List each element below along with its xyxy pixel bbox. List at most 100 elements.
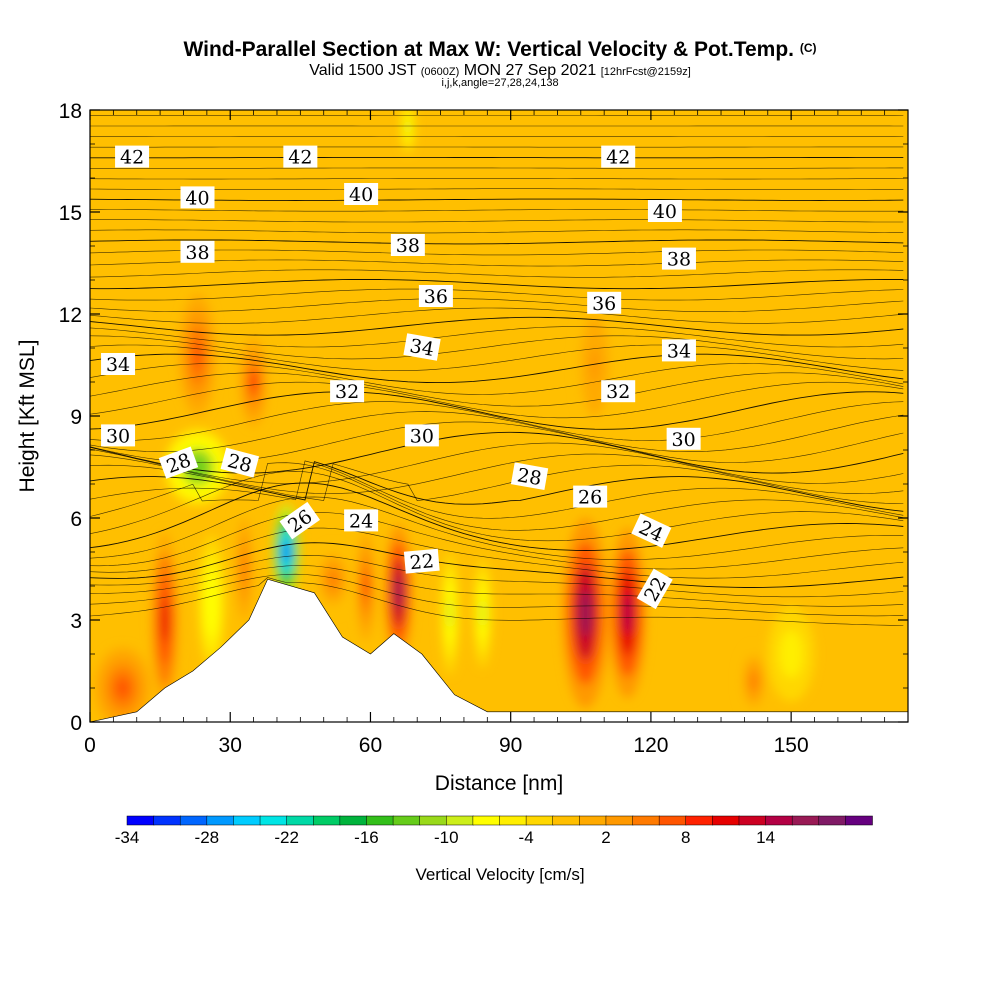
isentrope-label: 32	[330, 380, 365, 403]
isentrope-line	[90, 178, 904, 180]
colorbar-swatch	[313, 815, 341, 826]
isentrope-label: 36	[587, 291, 622, 315]
y-tick-label: 0	[70, 712, 82, 735]
colorbar-tick-label: -22	[274, 828, 299, 847]
svg-text:40: 40	[653, 201, 677, 223]
velocity-cell	[250, 370, 258, 394]
isentrope-line	[90, 462, 904, 531]
isentrope-line	[90, 298, 904, 313]
isentrope-line	[90, 288, 904, 301]
svg-text:30: 30	[410, 425, 434, 447]
isentrope-line	[90, 542, 904, 588]
x-tick-label: 120	[633, 734, 668, 757]
isentrope-line	[90, 411, 904, 453]
colorbar-swatch	[685, 815, 714, 826]
svg-text:32: 32	[606, 381, 630, 403]
isentrope-label: 42	[601, 145, 636, 169]
colorbar-swatch	[286, 815, 314, 826]
velocity-cell	[328, 570, 338, 588]
velocity-cell	[590, 348, 600, 382]
colorbar-swatch	[791, 815, 820, 826]
isentrope-line	[90, 431, 904, 474]
isentrope-line	[90, 316, 904, 336]
isentrope-line	[90, 527, 904, 579]
isentrope-label: 24	[344, 509, 379, 532]
isentrope-label: 42	[283, 145, 318, 169]
colorbar-tick-label: -16	[354, 828, 379, 847]
y-tick-label: 9	[70, 406, 82, 429]
svg-text:26: 26	[578, 487, 602, 509]
chart-title-main: Wind-Parallel Section at Max W: Vertical…	[183, 38, 794, 61]
svg-text:32: 32	[335, 381, 359, 403]
colorbar-swatch	[525, 815, 554, 826]
colorbar-swatch	[632, 815, 660, 826]
svg-text:28: 28	[516, 464, 544, 490]
isentrope-label: 38	[390, 234, 425, 257]
velocity-cell	[622, 591, 633, 635]
x-tick-label: 30	[219, 734, 242, 757]
y-tick-label: 15	[59, 202, 82, 225]
velocity-cell	[208, 586, 216, 620]
colorbar-swatch	[552, 815, 581, 826]
isentrope-line	[90, 554, 904, 598]
isentrope-line	[90, 188, 904, 190]
isentrope-line	[90, 482, 904, 551]
svg-text:40: 40	[185, 187, 209, 209]
svg-text:30: 30	[672, 429, 696, 451]
valid-prefix: Valid 1500 JST	[309, 62, 417, 79]
svg-text:38: 38	[667, 249, 691, 271]
colorbar-swatch	[259, 815, 288, 826]
colorbar-swatch	[392, 815, 421, 826]
colorbar-swatch	[579, 815, 607, 826]
isentrope-line	[90, 335, 904, 360]
svg-text:34: 34	[106, 354, 130, 376]
isentrope-line	[90, 167, 904, 169]
isentrope-label: 38	[180, 240, 215, 264]
isentrope-label: 40	[180, 186, 215, 209]
isentrope-label: 32	[601, 380, 636, 403]
isentrope-line	[90, 442, 904, 484]
svg-text:34: 34	[408, 335, 436, 361]
isentrope-line	[90, 307, 904, 324]
colorbar-swatch	[233, 815, 261, 826]
x-tick-label: 60	[359, 734, 382, 757]
isentrope-line	[90, 363, 904, 395]
chart-subtitle: Valid 1500 JST (0600Z) MON 27 Sep 2021 […	[0, 62, 1000, 80]
x-tick-label: 150	[774, 734, 809, 757]
isentrope-line	[90, 229, 904, 234]
colorbar-swatch	[499, 815, 527, 826]
colorbar-swatch	[605, 815, 634, 826]
colorbar-swatch	[658, 815, 687, 826]
isentrope-line	[90, 470, 904, 542]
colorbar: -34 -28 -22 -16 -10 -4 2 8 14	[115, 815, 873, 847]
colorbar-swatch	[126, 815, 155, 826]
utc-time: (0600Z)	[420, 66, 460, 78]
colorbar-swatch	[845, 815, 873, 826]
copyright-mark: (C)	[799, 41, 817, 55]
velocity-cell	[406, 120, 410, 134]
valid-date: MON 27 Sep 2021	[463, 62, 597, 79]
x-tick-label: 0	[84, 734, 96, 757]
isentrope-label: 42	[115, 145, 150, 169]
isentrope-line	[90, 209, 904, 212]
colorbar-swatch	[206, 815, 235, 826]
svg-text:42: 42	[120, 147, 144, 169]
isentrope-label: 22	[403, 548, 440, 574]
velocity-cell	[447, 597, 453, 629]
colorbar-swatch	[765, 815, 793, 826]
isentrope-line	[90, 573, 904, 617]
isentrope-line	[90, 512, 904, 570]
y-axis-label: Height [Kft MSL]	[16, 340, 39, 493]
velocity-cell	[282, 540, 290, 564]
colorbar-tick-label: -34	[115, 828, 140, 847]
svg-text:38: 38	[396, 235, 420, 257]
velocity-cell	[579, 589, 592, 637]
isentrope-label: 34	[661, 339, 696, 362]
svg-text:38: 38	[185, 242, 209, 264]
isentrope-line	[90, 577, 904, 626]
isentrope-line	[90, 460, 904, 519]
isentrope-label: 28	[510, 462, 549, 490]
isentrope-line	[90, 198, 904, 201]
colorbar-label: Vertical Velocity [cm/s]	[415, 865, 584, 884]
